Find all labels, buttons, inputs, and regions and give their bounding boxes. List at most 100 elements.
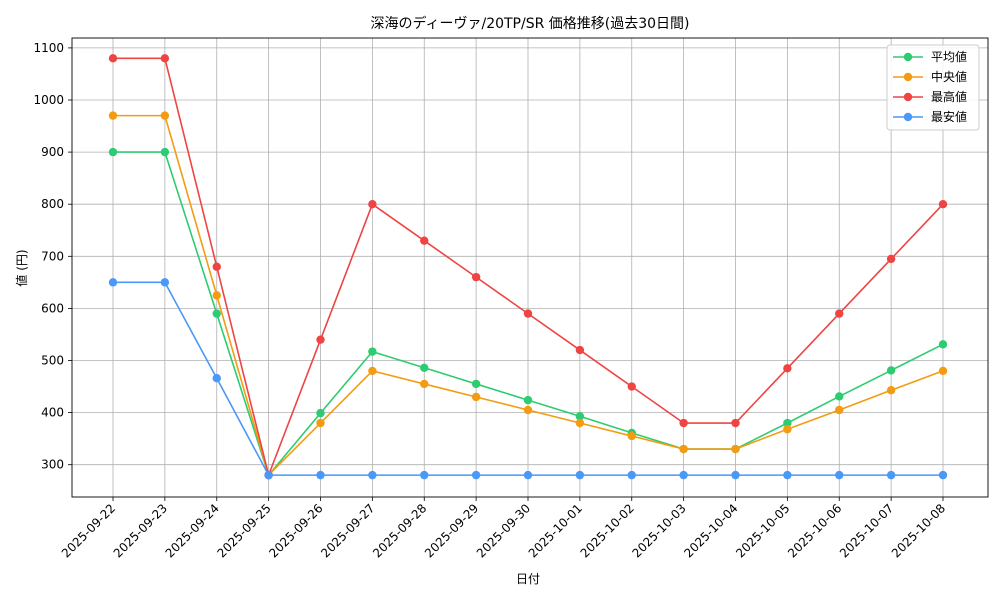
series-1-point	[938, 340, 948, 349]
series-4-point	[420, 470, 429, 480]
series-3-point	[471, 272, 481, 282]
series-2-point	[731, 444, 740, 454]
series-3-point	[938, 199, 948, 209]
series-2-point	[316, 418, 325, 428]
series-3-point	[420, 236, 429, 245]
x-tick-label: 2025-10-03	[630, 501, 689, 560]
legend-label: 最高値	[931, 89, 967, 104]
series-2-point	[783, 425, 792, 434]
tick-layer: 2025-09-222025-09-232025-09-242025-09-25…	[33, 41, 948, 561]
series-2-point	[938, 366, 948, 376]
y-axis-title: 値 (円)	[14, 249, 29, 286]
series-4-point	[575, 470, 585, 480]
x-tick-label: 2025-10-07	[837, 501, 896, 560]
y-tick-label: 500	[41, 353, 64, 367]
series-1-point	[835, 392, 844, 401]
y-tick-label: 800	[41, 197, 64, 211]
series-4-point	[471, 470, 481, 480]
series-4-point	[731, 470, 740, 480]
x-tick-label: 2025-09-25	[215, 501, 274, 560]
series-2-point	[886, 385, 896, 395]
series-1-point	[420, 363, 429, 372]
plot-frame	[71, 37, 989, 498]
series-2-point	[420, 379, 429, 389]
series-4-point	[264, 470, 273, 480]
series-2-point	[627, 431, 636, 441]
x-tick-label: 2025-10-08	[889, 501, 948, 560]
x-axis-title: 日付	[516, 572, 540, 586]
series-4-point	[886, 470, 896, 480]
series-3-point	[731, 418, 740, 428]
series-2-point	[523, 405, 533, 415]
chart-title: 深海のディーヴァ/20TP/SR 価格推移(過去30日間)	[370, 15, 689, 32]
y-tick-label: 1100	[33, 41, 64, 55]
series-4-point	[938, 470, 948, 480]
y-tick-label: 700	[41, 249, 64, 263]
series-3-point	[627, 382, 636, 391]
x-tick-label: 2025-10-01	[526, 501, 585, 560]
x-tick-label: 2025-09-29	[422, 501, 481, 560]
series-4-point	[679, 470, 688, 480]
legend-label: 最安値	[931, 109, 967, 124]
y-tick-label: 1000	[33, 93, 64, 107]
series-1-point	[368, 347, 377, 356]
series-2-point	[160, 111, 170, 120]
series-2-point	[108, 111, 118, 120]
series-1-point	[108, 147, 118, 157]
series-3-point	[886, 254, 896, 264]
series-4-point	[523, 470, 533, 480]
series-3-point	[212, 262, 221, 271]
series-1-point	[575, 412, 585, 421]
series-3-point	[783, 364, 792, 373]
series-2-point	[212, 291, 221, 300]
series-layer	[108, 54, 948, 480]
x-tick-label: 2025-09-30	[474, 501, 533, 560]
series-2-point	[679, 444, 688, 454]
series-2-point	[835, 405, 844, 415]
series-1-point	[471, 379, 481, 389]
x-tick-label: 2025-09-27	[318, 501, 377, 560]
series-3-point	[523, 309, 533, 318]
series-4-point	[627, 470, 636, 480]
x-tick-label: 2025-10-05	[733, 501, 792, 560]
series-3-point	[575, 345, 585, 355]
x-tick-label: 2025-09-24	[163, 501, 222, 560]
legend-marker	[903, 112, 913, 122]
series-4-point	[212, 374, 221, 383]
y-tick-label: 900	[41, 145, 64, 159]
series-2-point	[471, 392, 481, 402]
legend-marker	[903, 52, 913, 62]
y-tick-label: 300	[41, 458, 64, 472]
series-4-point	[835, 470, 844, 480]
series-1-point	[316, 408, 325, 418]
x-tick-label: 2025-10-06	[785, 501, 844, 560]
series-2-point	[575, 418, 585, 428]
series-4-point	[108, 278, 118, 287]
series-1-point	[886, 366, 896, 375]
x-tick-label: 2025-10-02	[578, 501, 637, 560]
legend-marker	[903, 72, 913, 82]
x-tick-label: 2025-09-28	[370, 501, 429, 560]
series-3-point	[368, 199, 377, 209]
series-1-point	[212, 309, 221, 318]
x-tick-label: 2025-09-22	[59, 501, 118, 560]
legend-label: 中央値	[931, 69, 967, 84]
legend-frame	[886, 44, 980, 131]
series-1-point	[160, 147, 170, 157]
series-3-point	[160, 54, 170, 63]
legend-marker	[903, 92, 913, 102]
x-tick-label: 2025-09-23	[111, 501, 170, 560]
series-4-point	[783, 470, 792, 480]
x-tick-label: 2025-10-04	[681, 501, 740, 560]
series-4-point	[160, 278, 170, 287]
series-1-point	[523, 395, 533, 405]
series-4-point	[368, 470, 377, 480]
series-3-point	[108, 54, 118, 63]
series-3-point	[679, 418, 688, 428]
x-tick-label: 2025-09-26	[266, 501, 325, 560]
series-1-point	[783, 418, 792, 428]
legend-label: 平均値	[931, 49, 967, 64]
series-3-point	[835, 309, 844, 318]
